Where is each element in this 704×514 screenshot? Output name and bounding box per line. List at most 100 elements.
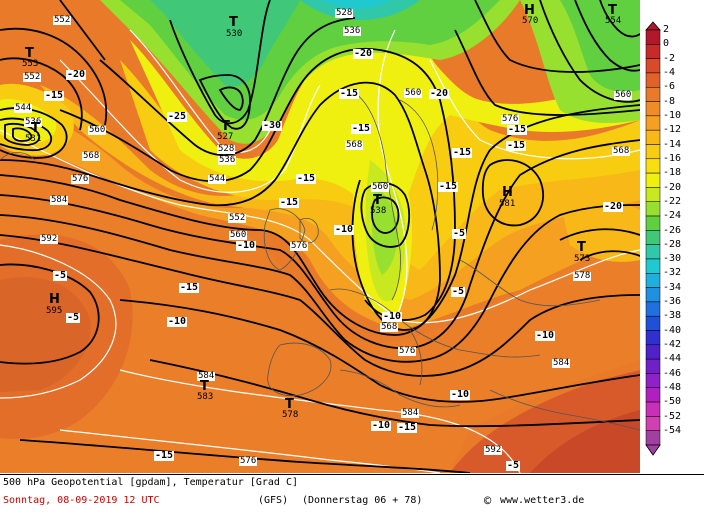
low-pressure-center: T xyxy=(373,193,382,208)
map-footer: 500 hPa Geopotential [gpdam], Temperatur… xyxy=(0,474,704,514)
height-label: 552 xyxy=(228,213,247,223)
low-pressure-center: T xyxy=(25,46,34,61)
legend-swatch xyxy=(645,330,661,346)
height-label: 578 xyxy=(573,271,592,281)
height-label: 568 xyxy=(345,140,364,150)
legend-label: -34 xyxy=(663,281,682,293)
height-label: 592 xyxy=(40,234,59,244)
legend-label: -18 xyxy=(663,167,682,179)
temperature-label: -10 xyxy=(382,311,403,322)
legend-swatch xyxy=(645,344,661,360)
legend-swatch xyxy=(645,158,661,174)
high-pressure-value: 570 xyxy=(522,16,539,26)
low-pressure-value: 538 xyxy=(370,206,387,216)
height-label: 584 xyxy=(50,195,69,205)
temperature-label: -10 xyxy=(334,224,355,235)
temperature-label: -15 xyxy=(296,173,317,184)
height-label: 536 xyxy=(24,117,43,127)
height-label: 576 xyxy=(71,174,90,184)
legend-swatch xyxy=(645,287,661,303)
temperature-label: -10 xyxy=(450,389,471,400)
legend-swatch xyxy=(645,44,661,59)
legend-label: -4 xyxy=(663,67,676,79)
legend-swatch xyxy=(645,187,661,202)
temperature-label: -5 xyxy=(66,312,81,323)
temperature-label: -5 xyxy=(451,286,466,297)
high-pressure-center: H xyxy=(524,3,535,18)
legend-label: -12 xyxy=(663,124,682,136)
height-label: 560 xyxy=(371,182,390,192)
low-pressure-center: T xyxy=(608,3,617,18)
temperature-label: -20 xyxy=(429,88,450,99)
temperature-label: -15 xyxy=(507,124,528,135)
legend-swatch xyxy=(645,244,661,260)
height-label: 576 xyxy=(398,346,417,356)
height-label: 552 xyxy=(53,15,72,25)
height-label: 536 xyxy=(343,26,362,36)
low-pressure-center: T xyxy=(285,397,294,412)
temperature-label: -15 xyxy=(44,90,65,101)
temperature-label: -5 xyxy=(506,460,521,471)
legend-label: -16 xyxy=(663,152,682,164)
height-label: 568 xyxy=(612,146,631,156)
legend-label: -2 xyxy=(663,52,676,64)
legend-swatch xyxy=(645,115,661,131)
legend-swatch xyxy=(645,86,661,102)
legend-swatch xyxy=(645,273,661,288)
legend-label: -40 xyxy=(663,324,682,336)
legend-label: -48 xyxy=(663,381,682,393)
low-pressure-value: 554 xyxy=(605,16,622,26)
low-pressure-center: T xyxy=(221,119,230,134)
legend-swatch xyxy=(645,201,661,217)
height-label: 576 xyxy=(239,456,258,466)
legend-label: -22 xyxy=(663,195,682,207)
temperature-label: -15 xyxy=(452,147,473,158)
legend-label: -32 xyxy=(663,267,682,279)
legend-swatch xyxy=(645,401,661,417)
height-label: 552 xyxy=(23,72,42,82)
temperature-label: -10 xyxy=(535,330,556,341)
legend-label: -44 xyxy=(663,353,682,365)
low-pressure-value: 578 xyxy=(282,410,299,420)
height-label: 544 xyxy=(14,103,33,113)
height-label: 536 xyxy=(218,155,237,165)
height-label: 584 xyxy=(552,358,571,368)
height-label: 576 xyxy=(501,114,520,124)
legend-swatch xyxy=(645,58,661,74)
legend-label: -14 xyxy=(663,138,682,150)
height-label: 560 xyxy=(614,90,633,100)
height-label: 560 xyxy=(88,125,107,135)
height-label: 584 xyxy=(197,371,216,381)
temperature-label: -15 xyxy=(438,181,459,192)
height-label: 592 xyxy=(484,445,503,455)
legend-swatch xyxy=(645,172,661,188)
temperature-label: -25 xyxy=(167,111,188,122)
forecast-run: (Donnerstag 06 + 78) xyxy=(302,495,423,506)
height-label: 576 xyxy=(290,241,309,251)
weather-map: 552 528 536 552 544 536 560 568 576 584 … xyxy=(0,0,640,473)
low-pressure-center: T xyxy=(577,240,586,255)
low-pressure-value: 553 xyxy=(22,59,39,69)
legend-label: -46 xyxy=(663,367,682,379)
temperature-label: -30 xyxy=(262,120,283,131)
low-pressure-center: T xyxy=(229,15,238,30)
map-description: 500 hPa Geopotential [gpdam], Temperatur… xyxy=(3,477,299,488)
height-label: 528 xyxy=(217,144,236,154)
legend-label: -42 xyxy=(663,338,682,350)
temperature-label: -10 xyxy=(371,420,392,431)
high-pressure-center: H xyxy=(49,292,60,307)
legend-swatch xyxy=(645,416,661,431)
temperature-label: -15 xyxy=(179,282,200,293)
legend-label: -20 xyxy=(663,181,682,193)
legend-colorbar xyxy=(645,21,661,456)
temperature-label: -15 xyxy=(351,123,372,134)
legend-swatch xyxy=(645,29,661,45)
low-pressure-center: T xyxy=(200,379,209,394)
temperature-label: -20 xyxy=(353,48,374,59)
temperature-label: -15 xyxy=(397,422,418,433)
site-link[interactable]: www.wetter3.de xyxy=(500,495,585,506)
legend-label: 2 xyxy=(663,24,670,36)
legend-swatch xyxy=(645,72,661,88)
legend-label: -6 xyxy=(663,81,676,93)
low-pressure-value: 573 xyxy=(574,254,591,264)
